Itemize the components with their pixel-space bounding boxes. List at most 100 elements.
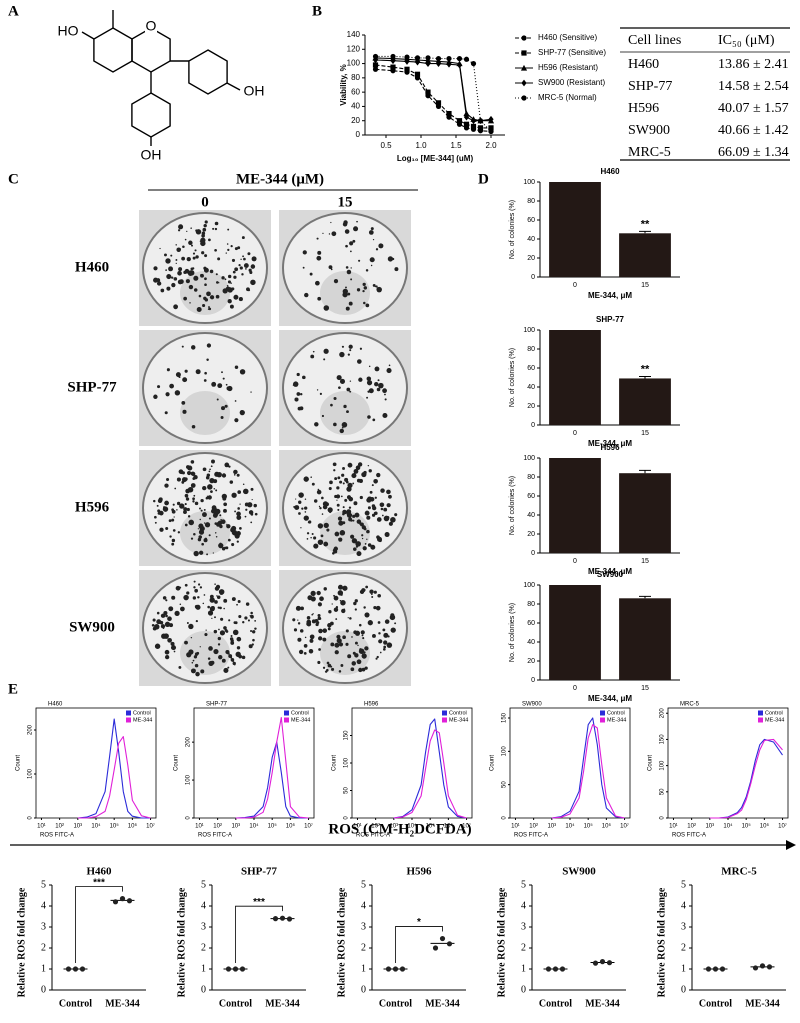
colony: [214, 583, 216, 585]
y-tick-label: 0: [531, 274, 535, 281]
y-tick-label: 200: [660, 708, 666, 719]
colony: [363, 470, 367, 475]
colony: [323, 305, 330, 311]
colony-plate: [279, 570, 411, 686]
x-tick-label: 10⁷: [146, 823, 155, 830]
colony: [215, 273, 218, 276]
colony: [356, 220, 358, 223]
colony: [195, 369, 201, 375]
colony: [234, 418, 239, 423]
histogram-curve: [393, 718, 467, 819]
colony: [342, 635, 346, 640]
x-tick-label: 10⁶: [602, 823, 612, 830]
y-axis-label: Count: [16, 755, 22, 771]
colony: [353, 601, 357, 606]
table-header: Cell lines: [628, 33, 681, 48]
colony: [212, 460, 215, 463]
colony: [167, 616, 172, 622]
colony: [358, 648, 365, 654]
colony: [339, 351, 345, 358]
colony: [215, 536, 218, 538]
colony: [351, 473, 357, 479]
colony: [190, 227, 192, 229]
colony: [217, 643, 221, 646]
atom-label: OH: [244, 83, 265, 99]
colony-plate: [139, 210, 271, 326]
colony: [240, 258, 242, 261]
plate: [142, 332, 268, 444]
colony: [351, 538, 358, 544]
colony: [237, 507, 240, 510]
colony: [222, 288, 228, 294]
colony: [191, 661, 194, 664]
colony: [173, 516, 175, 518]
series-line: [375, 55, 492, 132]
colony: [177, 531, 181, 534]
colony: [317, 613, 321, 618]
colony: [179, 503, 185, 509]
colony: [230, 245, 233, 248]
marker: [390, 57, 396, 65]
colony: [315, 280, 320, 286]
colony: [190, 267, 194, 271]
colony: [356, 659, 362, 665]
colony: [333, 422, 337, 427]
legend-label: Control: [291, 710, 309, 716]
y-tick-label: 2: [41, 942, 46, 953]
legend-label: Control: [607, 710, 625, 716]
colony: [379, 502, 385, 508]
colony: [341, 422, 348, 428]
colony: [336, 503, 340, 507]
colony: [357, 644, 359, 647]
colony: [234, 533, 240, 539]
data-point: [119, 896, 126, 902]
colony: [154, 521, 157, 524]
colony: [375, 657, 378, 660]
colony: [184, 640, 188, 645]
x-tick-label: ME-344: [745, 998, 779, 1009]
colony: [201, 542, 204, 546]
colony: [179, 248, 181, 250]
row-label: H460: [75, 259, 109, 275]
colony: [221, 371, 223, 374]
colony: [306, 538, 309, 540]
colony: [250, 279, 256, 286]
colony: [172, 503, 175, 506]
colony: [363, 301, 366, 305]
chart-title: H460: [48, 702, 63, 708]
colony: [208, 534, 211, 537]
histogram-curve: [77, 718, 151, 819]
colony: [381, 514, 384, 517]
colony: [182, 409, 187, 414]
colony: [365, 585, 369, 589]
y-tick-label: 140: [347, 30, 361, 39]
colony: [374, 366, 380, 372]
x-tick-label: 10¹: [353, 824, 362, 830]
colony: [392, 257, 395, 261]
colony: [388, 494, 392, 499]
colony: [192, 497, 195, 501]
colony: [214, 248, 217, 252]
colony: [379, 651, 382, 654]
colony: [215, 584, 221, 589]
colony: [165, 599, 168, 602]
y-tick-label: 100: [502, 746, 508, 757]
colony: [223, 598, 228, 603]
chart-title: H596: [600, 443, 620, 452]
colony: [182, 245, 185, 248]
y-tick-label: 1: [681, 963, 686, 974]
legend-label: Control: [133, 710, 151, 716]
colony: [242, 255, 244, 258]
colony: [172, 529, 176, 532]
colony-plate: [139, 450, 271, 566]
colony: [363, 606, 366, 609]
colony: [218, 628, 220, 631]
colony: [191, 345, 196, 350]
x-tick-label: 10⁷: [620, 823, 629, 830]
colony: [225, 546, 229, 550]
colony: [333, 594, 335, 597]
colony: [203, 223, 207, 228]
colony: [224, 462, 230, 468]
y-tick-label: 1: [521, 963, 526, 974]
colony: [322, 628, 328, 633]
